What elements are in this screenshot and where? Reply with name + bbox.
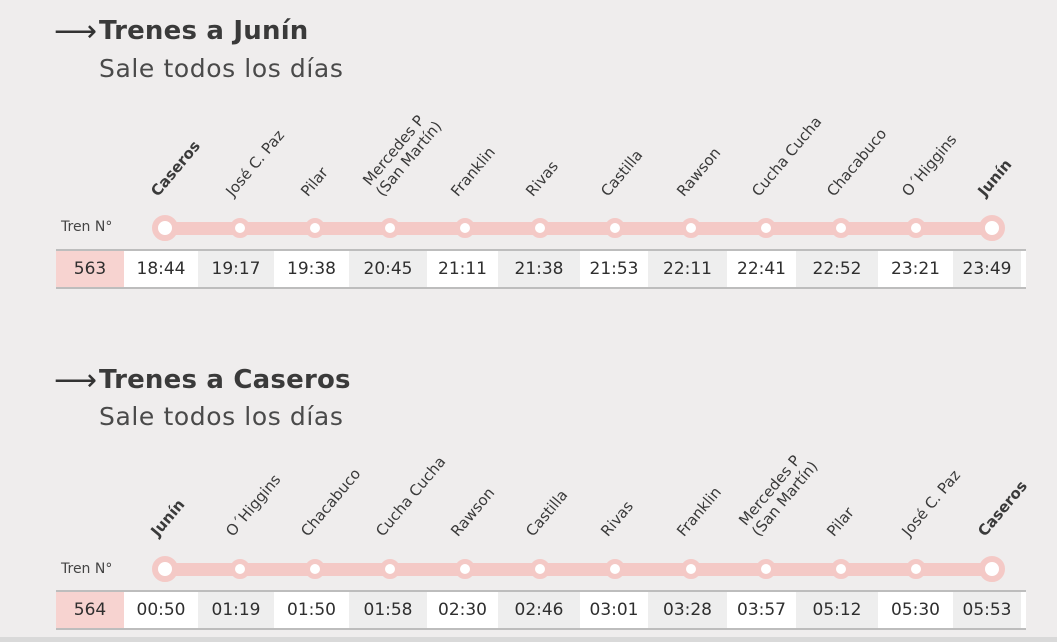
station-dot: [906, 559, 926, 579]
station-label: Cucha Cucha: [372, 452, 450, 540]
departure-time: 19:17: [198, 251, 274, 287]
station-dot: [605, 218, 625, 238]
departure-time: 02:30: [438, 600, 487, 620]
departure-time: 21:11: [438, 259, 487, 279]
station-dot: [380, 559, 400, 579]
station-label: José C. Paz: [222, 126, 288, 200]
departure-time: 00:50: [136, 600, 186, 620]
station-label: Rawson: [447, 483, 499, 540]
bottom-divider: [0, 637, 1057, 642]
station-label: Mercedes P (San Martín): [735, 451, 822, 540]
station-label: Pilar: [297, 163, 332, 200]
station-label: Chacabuco: [297, 464, 365, 540]
departure-time: 21:53: [589, 259, 639, 279]
section-subtitle: Sale todos los días: [99, 54, 344, 83]
station-dot: [681, 559, 701, 579]
departure-time: 02:46: [498, 592, 580, 628]
route-line: [160, 563, 998, 576]
station-dot: [455, 559, 475, 579]
section-title: Trenes a Junín: [99, 16, 309, 46]
train-number: 563: [56, 251, 124, 287]
departure-time: 18:44: [136, 259, 186, 279]
departure-time: 23:49: [953, 251, 1021, 287]
station-dot: [756, 559, 776, 579]
timetable-row: 563 18:44 19:17 19:38 20:45 21:11 21:38 21:53 22…: [56, 249, 1026, 289]
station-dot: [831, 559, 851, 579]
station-dot: [230, 559, 250, 579]
departure-time: 01:19: [198, 592, 274, 628]
timetable-row: 564 00:50 01:19 01:50 01:58 02:30 02:46 03:01 03…: [56, 590, 1026, 630]
station-label: Rivas: [597, 497, 638, 540]
station-dot: [152, 215, 178, 241]
departure-time: 01:58: [349, 592, 427, 628]
station-label: Rivas: [522, 157, 563, 200]
departure-time: 22:52: [796, 251, 878, 287]
station-dot: [455, 218, 475, 238]
route-line: [160, 222, 998, 235]
station-label: Castilla: [522, 486, 572, 540]
station-dot: [979, 556, 1005, 582]
station-label: Rawson: [673, 143, 725, 200]
departure-time: 01:50: [287, 600, 336, 620]
station-label: Franklin: [447, 143, 499, 200]
station-dot: [305, 218, 325, 238]
station-dot: [530, 559, 550, 579]
station-label: Cucha Cucha: [748, 112, 826, 200]
tren-label: Tren N°: [61, 561, 113, 577]
station-label: Caseros: [974, 477, 1031, 540]
departure-time: 05:12: [796, 592, 878, 628]
departure-time: 19:38: [287, 259, 336, 279]
station-dot: [756, 218, 776, 238]
tren-label: Tren N°: [61, 219, 113, 235]
station-dot: [305, 559, 325, 579]
station-label: O´Higgins: [898, 130, 961, 200]
station-label: Junín: [147, 495, 189, 540]
departure-time: 22:41: [737, 259, 786, 279]
right-arrow-icon: ⟶: [54, 14, 98, 49]
station-label: Junín: [974, 155, 1016, 200]
station-label: Franklin: [673, 483, 725, 540]
station-dot: [681, 218, 701, 238]
station-label: José C. Paz: [898, 466, 964, 540]
departure-time: 21:38: [498, 251, 580, 287]
station-label: Castilla: [597, 146, 647, 200]
departure-time: 20:45: [349, 251, 427, 287]
departure-time: 03:57: [737, 600, 786, 620]
section-subtitle: Sale todos los días: [99, 402, 344, 431]
departure-time: 05:53: [953, 592, 1021, 628]
departure-time: 03:01: [589, 600, 639, 620]
station-dot: [979, 215, 1005, 241]
station-dot: [530, 218, 550, 238]
right-arrow-icon: ⟶: [54, 363, 98, 398]
section-title: Trenes a Caseros: [99, 365, 351, 395]
station-dot: [605, 559, 625, 579]
station-label: O´Higgins: [222, 470, 285, 540]
station-label: Caseros: [147, 137, 204, 200]
departure-time: 23:21: [891, 259, 940, 279]
station-dot: [831, 218, 851, 238]
departure-time: 22:11: [648, 251, 727, 287]
departure-time: 05:30: [891, 600, 940, 620]
station-dot: [230, 218, 250, 238]
train-number: 564: [56, 592, 124, 628]
departure-time: 03:28: [648, 592, 727, 628]
station-label: Chacabuco: [823, 124, 891, 200]
station-label: Mercedes P (San Martín): [359, 111, 446, 200]
station-dot: [152, 556, 178, 582]
station-dot: [906, 218, 926, 238]
station-label: Pilar: [823, 503, 858, 540]
station-dot: [380, 218, 400, 238]
